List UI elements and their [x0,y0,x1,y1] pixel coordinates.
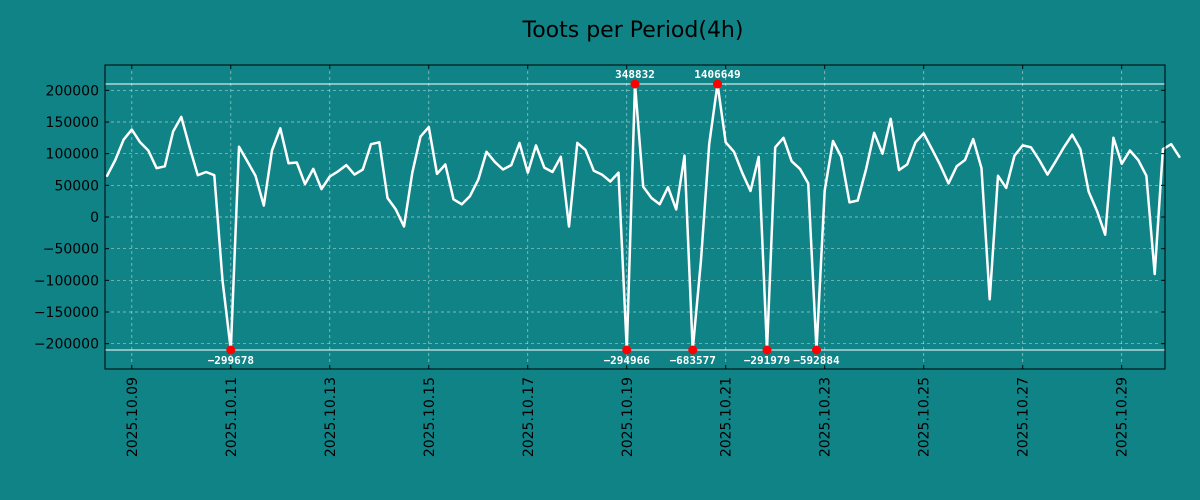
series-line-toots [105,82,1181,352]
y-tick-label: −150000 [34,305,99,321]
outlier-marker [811,345,821,355]
y-tick-label: 200000 [46,83,99,99]
outlier-label: −294966 [604,354,651,367]
x-tick-label: 2025.10.19 [620,377,636,457]
outlier-label: −592884 [793,354,840,367]
x-tick-label: 2025.10.25 [917,377,933,457]
outlier-marker [630,79,640,89]
y-tick-label: 50000 [54,178,99,194]
y-tick-label: 0 [90,210,99,226]
x-tick-label: 2025.10.21 [719,377,735,457]
x-tick-label: 2025.10.13 [323,377,339,457]
series-layer [105,82,1181,352]
x-tick-label: 2025.10.27 [1016,377,1032,457]
axes: 200000 150000 100000 50000 0 −50000 −100000 −15… [34,64,1166,457]
y-tick-label: 150000 [46,115,99,131]
outlier-marker [762,345,772,355]
peak-markers: −299678 −294966 348832 −683577 1406649 −29197… [208,68,840,367]
outlier-marker [622,345,632,355]
y-tick-label: 100000 [46,147,99,163]
outlier-label: 348832 [615,68,655,81]
x-tick-label: 2025.10.11 [224,377,240,457]
y-tick-label: −100000 [34,273,99,289]
x-tick-label: 2025.10.15 [422,377,438,457]
chart-title: Toots per Period(4h) [522,18,744,43]
outlier-label: −291979 [744,354,790,367]
x-tick-label: 2025.10.29 [1115,377,1131,457]
y-tick-label: −200000 [34,337,99,353]
x-tick-label: 2025.10.09 [125,377,141,457]
x-tick-label: 2025.10.23 [818,377,834,457]
outlier-marker [688,345,698,355]
outlier-marker [226,345,236,355]
grid-layer [105,65,1165,369]
plot-frame [104,64,1166,370]
outlier-marker [712,79,722,89]
y-tick-label: −50000 [43,242,99,258]
outlier-label: −683577 [670,354,716,367]
x-tick-label: 2025.10.17 [521,377,537,457]
outlier-label: 1406649 [694,68,740,81]
outlier-label: −299678 [208,354,254,367]
